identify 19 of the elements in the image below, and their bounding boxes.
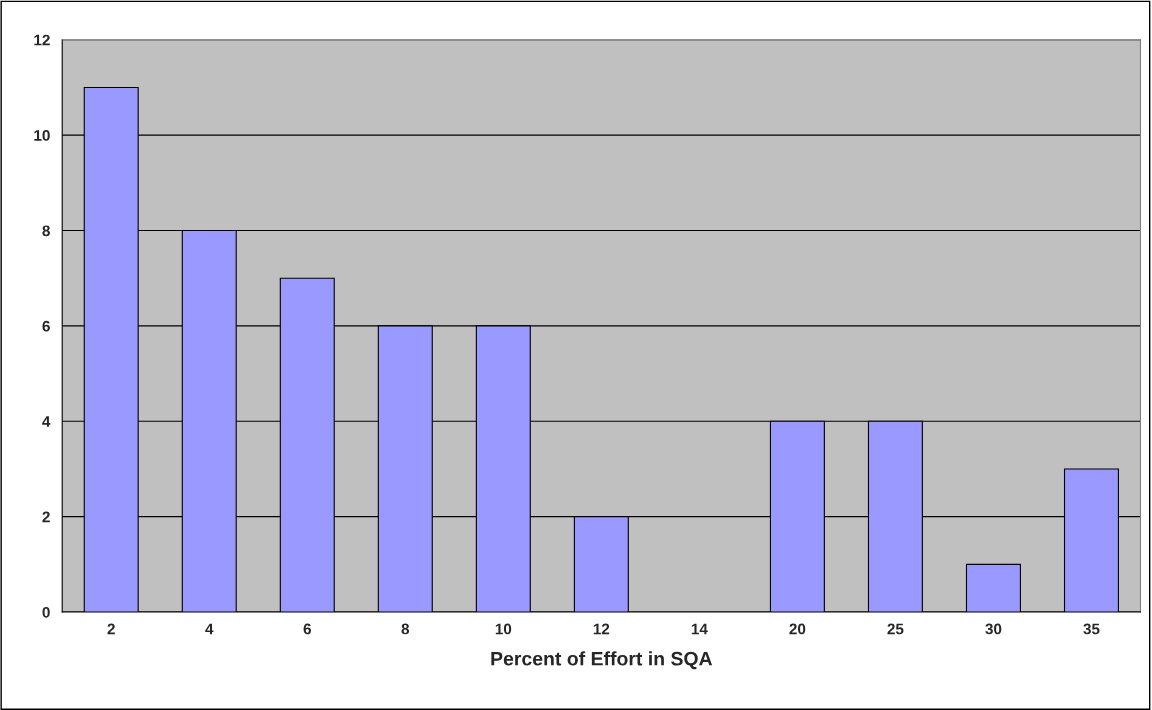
y-tick-label: 0	[42, 606, 50, 618]
x-tick-label: 6	[303, 623, 311, 635]
x-tick-label: 4	[205, 623, 214, 635]
y-tick-label: 2	[42, 511, 50, 523]
x-tick-label: 14	[691, 623, 708, 635]
y-tick-label: 10	[34, 130, 50, 141]
x-tick-label: 12	[593, 623, 610, 635]
y-tick-label: 4	[42, 416, 51, 427]
x-tick-label: 35	[1083, 623, 1100, 635]
x-tick-label: 30	[985, 623, 1002, 635]
y-tick-label: 8	[42, 225, 50, 237]
x-tick-label: 2	[107, 623, 115, 635]
x-tick-label: 25	[887, 623, 904, 635]
x-tick-label: 20	[789, 623, 806, 635]
x-axis-title: Percent of Effort in SQA	[491, 651, 713, 670]
y-tick-label: 12	[34, 34, 50, 46]
x-tick-label: 8	[401, 623, 410, 635]
y-tick-label: 6	[42, 320, 50, 332]
x-tick-label: 10	[495, 623, 512, 635]
